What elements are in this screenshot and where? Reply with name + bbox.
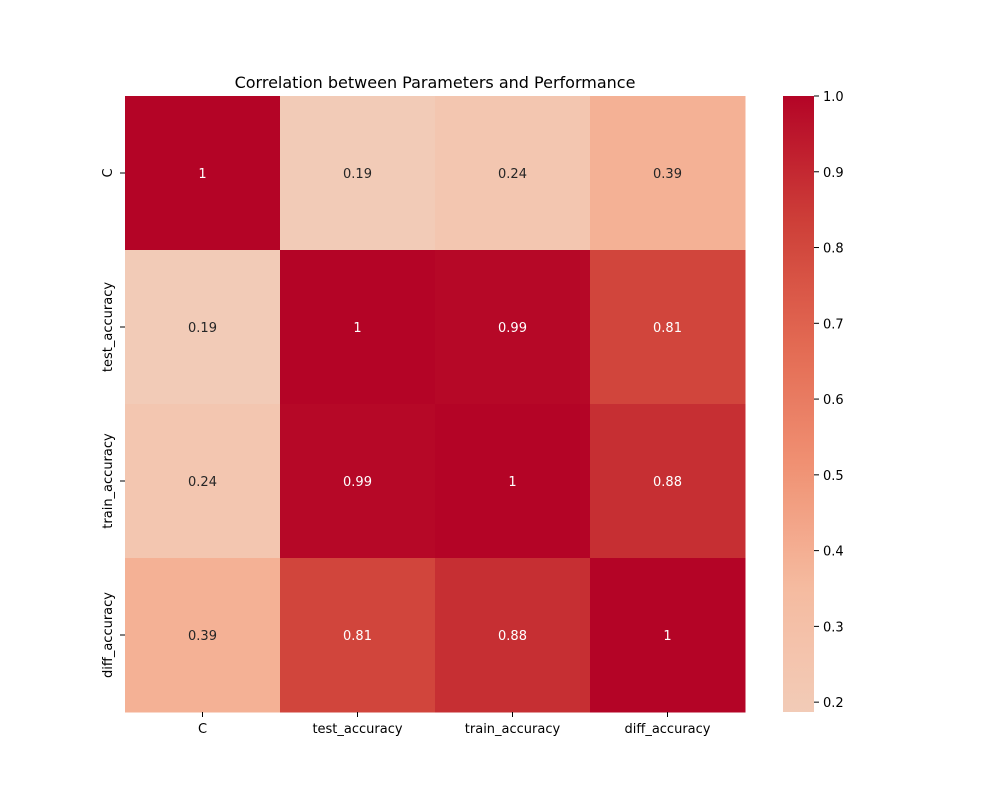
y-tick-label: test_accuracy [101,282,116,372]
cell-value-label: 1 [508,475,516,490]
heatmap-cell [280,404,436,559]
cell-value-label: 0.39 [653,167,682,182]
y-tick-label: train_accuracy [101,433,116,529]
cell-value-label: 0.24 [188,475,217,490]
heatmap-cell [590,404,746,559]
cell-value-label: 0.99 [498,321,527,336]
cell-value-label: 0.24 [498,167,527,182]
colorbar-tick-label: 0.7 [823,317,844,332]
cell-value-label: 0.19 [188,321,217,336]
cell-value-label: 0.81 [343,629,372,644]
heatmap-cell [435,250,591,405]
heatmap-cell [435,96,591,251]
colorbar-tick-label: 0.9 [823,166,844,181]
heatmap-cell [125,404,281,559]
x-tick-label: test_accuracy [312,722,402,737]
x-tick-label: diff_accuracy [625,722,711,737]
y-tick-label: C [101,168,116,177]
cell-value-label: 1 [198,167,206,182]
heatmap-cell [435,404,591,559]
colorbar-tick-label: 0.5 [823,469,844,484]
colorbar: 0.2 0.3 0.4 0.5 0.6 0.7 0.8 0.9 1.0 [783,90,844,712]
heatmap-cell [125,558,281,713]
heatmap-cell [280,96,436,251]
heatmap-cell [280,558,436,713]
heatmap-cell-labels: 1 0.19 0.24 0.39 0.19 1 0.99 0.81 0.24 0.99 1 0.88 0… [188,167,682,644]
cell-value-label: 0.88 [653,475,682,490]
x-tick-label: train_accuracy [465,722,561,737]
heatmap-cell [590,250,746,405]
cell-value-label: 1 [353,321,361,336]
colorbar-tick-label: 0.3 [823,620,844,635]
heatmap-cells [125,96,746,713]
colorbar-tick-label: 0.2 [823,696,844,711]
cell-value-label: 0.39 [188,629,217,644]
cell-value-label: 0.99 [343,475,372,490]
heatmap-cell [590,96,746,251]
y-tick-label: diff_accuracy [101,592,116,678]
colorbar-gradient [783,96,814,712]
colorbar-tick-label: 0.8 [823,242,844,257]
heatmap-cell [435,558,591,713]
cell-value-label: 0.19 [343,167,372,182]
heatmap-cell [280,250,436,405]
heatmap-cell [125,250,281,405]
colorbar-tick-label: 0.6 [823,393,844,408]
heatmap-cell [125,96,281,251]
chart-title: Correlation between Parameters and Perfo… [235,73,636,92]
heatmap-cell [590,558,746,713]
colorbar-tick-label: 0.4 [823,545,844,560]
colorbar-tick-label: 1.0 [823,90,844,105]
cell-value-label: 0.88 [498,629,527,644]
cell-value-label: 0.81 [653,321,682,336]
cell-value-label: 1 [663,629,671,644]
x-tick-label: C [198,722,207,737]
